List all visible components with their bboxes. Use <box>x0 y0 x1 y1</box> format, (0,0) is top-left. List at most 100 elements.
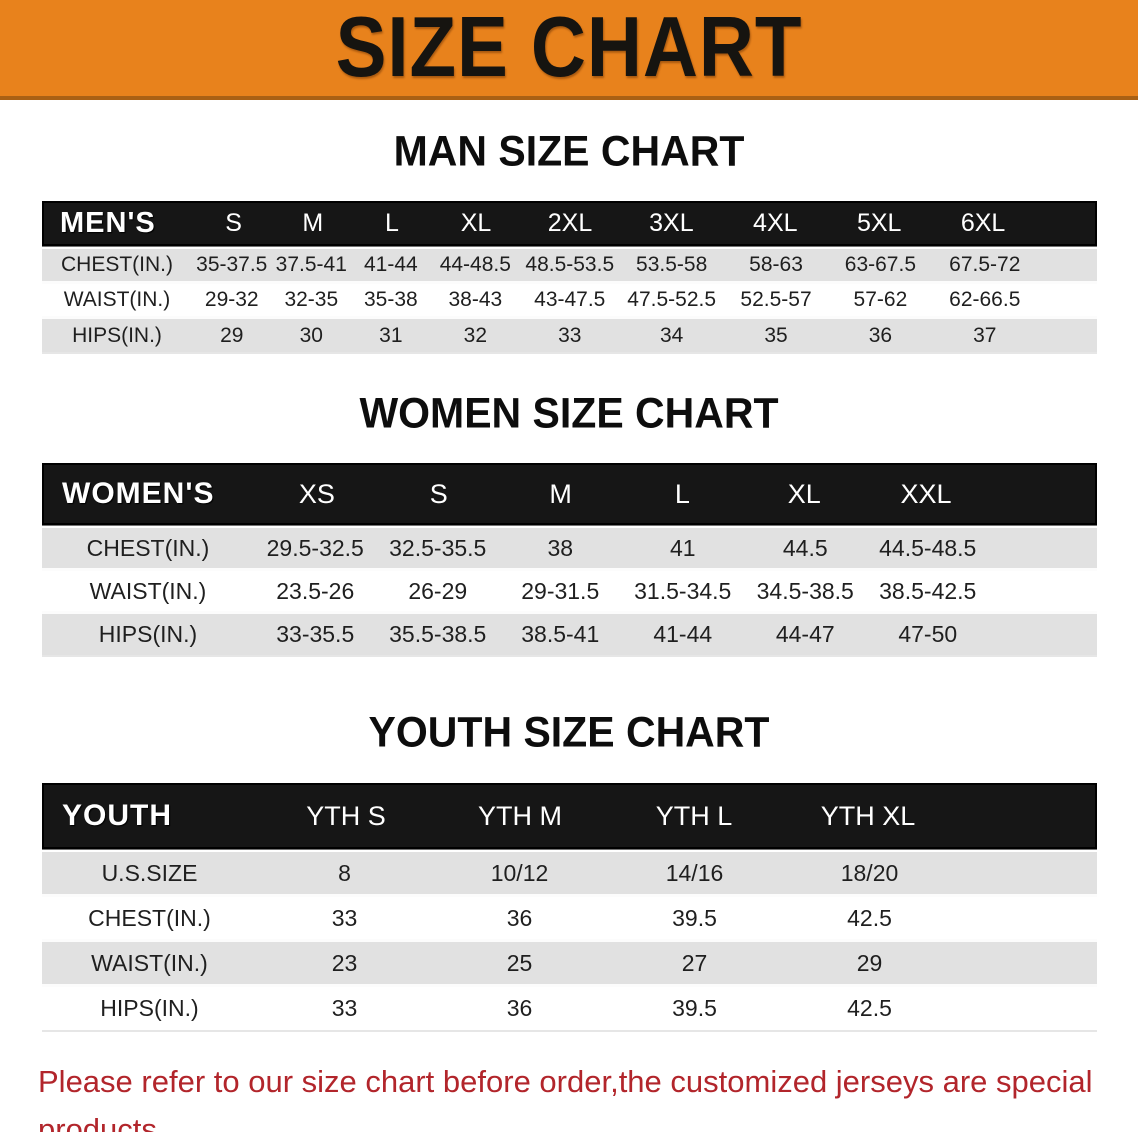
row-label: HIPS(IN.) <box>100 995 199 1021</box>
table-row: WAIST(IN.) 29-32 32-35 35-38 38-43 43-47.5 47.… <box>42 284 1097 319</box>
table-cell: 36 <box>506 995 533 1021</box>
table-row: WAIST(IN.) 23 25 27 29 <box>42 942 1097 987</box>
column-header: YTH L <box>655 800 733 831</box>
row-label: HIPS(IN.) <box>72 323 162 347</box>
table-cell: 38-43 <box>448 288 503 311</box>
table-cell: 35.5-38.5 <box>389 621 487 647</box>
table-cell: 39.5 <box>672 995 717 1021</box>
column-header: 6XL <box>960 209 1006 237</box>
column-header: XXL <box>900 478 952 509</box>
table-header-label: WOMEN'S <box>62 477 215 510</box>
table-cell: 18/20 <box>840 859 899 886</box>
table-row: HIPS(IN.) 33-35.5 35.5-38.5 38.5-41 41-44 44-… <box>42 614 1097 657</box>
table-cell: 35-38 <box>363 288 418 311</box>
row-label: WAIST(IN.) <box>89 577 207 604</box>
table-cell: 23.5-26 <box>276 577 355 604</box>
women-size-table: WOMEN'S XS S M L XL XXL CHEST(IN.) 29.5-32.5 32.5… <box>42 463 1097 657</box>
row-label: CHEST(IN.) <box>86 534 210 561</box>
men-size-table: MEN'S S M L XL 2XL 3XL 4XL 5XL 6XL CHEST(IN.) 35-37… <box>42 201 1097 354</box>
table-cell: 36 <box>506 904 533 931</box>
table-cell: 32.5-35.5 <box>389 534 487 561</box>
table-cell: 38 <box>547 534 574 561</box>
row-label: U.S.SIZE <box>101 859 198 886</box>
disclaimer-line-1: Please refer to our size chart before or… <box>38 1064 1093 1132</box>
table-header-row: WOMEN'S XS S M L XL XXL <box>42 463 1097 525</box>
column-header: 2XL <box>547 209 593 237</box>
table-cell: 42.5 <box>847 995 892 1021</box>
table-cell: 48.5-53.5 <box>525 253 615 276</box>
table-cell: 37.5-41 <box>275 253 347 276</box>
table-row: WAIST(IN.) 23.5-26 26-29 29-31.5 31.5-34.5 34… <box>42 571 1097 614</box>
table-cell: 23 <box>331 949 358 976</box>
disclaimer-text: Please refer to our size chart before or… <box>38 1058 1118 1132</box>
women-section-heading: WOMEN SIZE CHART <box>359 388 779 438</box>
row-label: WAIST(IN.) <box>63 288 171 311</box>
row-label: CHEST(IN.) <box>88 904 211 931</box>
table-header-label: MEN'S <box>60 207 156 239</box>
table-cell: 42.5 <box>847 904 892 931</box>
table-cell: 39.5 <box>672 904 717 931</box>
table-cell: 14/16 <box>665 859 724 886</box>
size-chart-banner: SIZE CHART <box>0 0 1138 100</box>
column-header: XL <box>460 209 492 237</box>
column-header: 4XL <box>753 209 798 237</box>
table-cell: 33-35.5 <box>276 621 355 647</box>
men-section-heading: MAN SIZE CHART <box>393 126 745 176</box>
table-cell: 29 <box>856 949 883 976</box>
table-cell: 8 <box>338 859 351 886</box>
table-header-label: YOUTH <box>62 799 172 832</box>
row-label: WAIST(IN.) <box>91 949 208 976</box>
table-header-row: MEN'S S M L XL 2XL 3XL 4XL 5XL 6XL <box>42 201 1097 246</box>
table-cell: 63-67.5 <box>844 253 917 276</box>
table-cell: 29.5-32.5 <box>266 534 364 561</box>
table-cell: 33 <box>331 904 358 931</box>
youth-size-table: YOUTH YTH S YTH M YTH L YTH XL U.S.SIZE 8 10/12… <box>42 783 1097 1032</box>
table-cell: 32-35 <box>284 288 339 311</box>
table-cell: 33 <box>331 995 358 1021</box>
column-header: XL <box>787 478 821 509</box>
table-cell: 37 <box>973 323 997 347</box>
table-cell: 31 <box>379 323 403 347</box>
table-cell: 29-32 <box>204 288 259 311</box>
table-cell: 31.5-34.5 <box>634 577 732 604</box>
table-cell: 38.5-42.5 <box>879 577 977 604</box>
table-cell: 35 <box>764 323 788 347</box>
table-cell: 34 <box>659 323 684 347</box>
column-header: 3XL <box>649 209 694 237</box>
table-cell: 35-37.5 <box>196 253 268 276</box>
table-cell: 33 <box>558 323 582 347</box>
table-row: HIPS(IN.) 33 36 39.5 42.5 <box>42 987 1097 1032</box>
table-cell: 57-62 <box>853 288 908 311</box>
column-header: YTH S <box>306 800 386 831</box>
table-cell: 10/12 <box>490 859 549 886</box>
table-cell: 58-63 <box>749 253 803 276</box>
column-header: S <box>429 478 448 509</box>
table-cell: 43-47.5 <box>534 288 606 311</box>
column-header: YTH XL <box>820 800 916 831</box>
column-header: L <box>384 209 399 237</box>
table-row: U.S.SIZE 8 10/12 14/16 18/20 <box>42 852 1097 897</box>
table-cell: 30 <box>299 323 323 347</box>
table-cell: 52.5-57 <box>740 288 812 311</box>
table-cell: 67.5-72 <box>949 253 1021 276</box>
column-header: M <box>549 478 572 509</box>
table-cell: 25 <box>506 949 533 976</box>
table-row: CHEST(IN.) 33 36 39.5 42.5 <box>42 897 1097 942</box>
table-cell: 44-48.5 <box>439 253 511 276</box>
table-cell: 29-31.5 <box>521 577 600 604</box>
youth-section-heading: YOUTH SIZE CHART <box>368 707 770 757</box>
table-cell: 44-47 <box>775 621 835 647</box>
table-row: CHEST(IN.) 35-37.5 37.5-41 41-44 44-48.5 48.5… <box>42 249 1097 284</box>
table-cell: 32 <box>463 323 487 347</box>
table-row: CHEST(IN.) 29.5-32.5 32.5-35.5 38 41 44.5 44.5… <box>42 528 1097 571</box>
table-header-row: YOUTH YTH S YTH M YTH L YTH XL <box>42 783 1097 849</box>
table-cell: 47.5-52.5 <box>627 288 717 311</box>
row-label: HIPS(IN.) <box>98 621 198 647</box>
row-label: CHEST(IN.) <box>61 253 173 276</box>
column-header: XS <box>298 478 335 509</box>
table-cell: 44.5-48.5 <box>879 534 977 561</box>
table-cell: 41 <box>669 534 696 561</box>
table-cell: 27 <box>681 949 708 976</box>
column-header: M <box>302 209 324 237</box>
